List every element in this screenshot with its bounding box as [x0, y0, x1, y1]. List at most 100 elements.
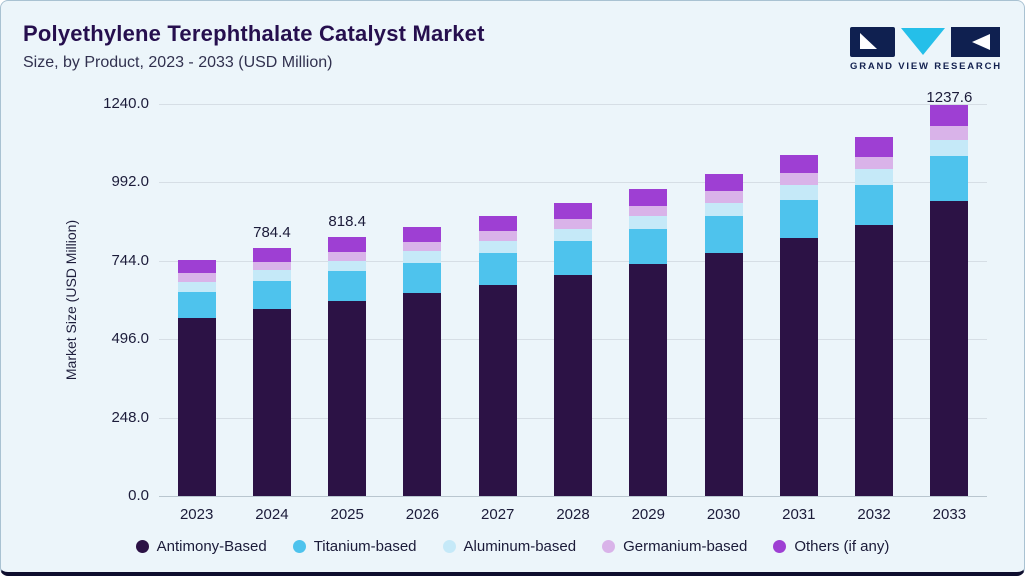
- legend-dot: [135, 540, 149, 553]
- bar-segment-germanium-based: [779, 173, 818, 186]
- bar-segment-others-if-any: [177, 260, 216, 274]
- y-axis-ticks: 0.0 248.0 496.0 744.0 992.0 1240.0: [1, 95, 149, 504]
- x-axis-label: 2031: [782, 506, 816, 523]
- bar-total-label: 1237.6: [926, 89, 973, 106]
- bar-segment-germanium-based: [554, 218, 592, 230]
- bar-segment-titanium-based: [930, 156, 969, 201]
- bar-segment-others-if-any: [554, 202, 592, 219]
- bar-segment-titanium-based: [177, 291, 216, 319]
- bar-segment-antimony-based: [554, 274, 592, 496]
- bar-segment-germanium-based: [328, 251, 367, 261]
- bar-segment-titanium-based: [779, 199, 818, 239]
- bar-segment-others-if-any: [328, 237, 367, 252]
- bar-segment-germanium-based: [629, 205, 668, 217]
- y-axis-tick-label: 496.0: [111, 330, 149, 348]
- bar-segment-titanium-based: [855, 184, 894, 226]
- bar-segment-aluminum-based: [554, 229, 592, 242]
- bar-segment-aluminum-based: [328, 260, 367, 272]
- bar-segment-aluminum-based: [403, 251, 442, 263]
- bar-segment-aluminum-based: [177, 281, 216, 292]
- bar-segment-antimony-based: [855, 225, 894, 496]
- bar-segment-others-if-any: [855, 137, 894, 157]
- bar-segment-antimony-based: [629, 264, 668, 496]
- legend: Antimony-Based Titanium-based Aluminum-bas…: [1, 538, 1024, 555]
- x-axis-label: 2028: [556, 506, 590, 523]
- bar-segment-germanium-based: [252, 261, 291, 271]
- bar-segment-others-if-any: [704, 173, 743, 192]
- bar-segment-aluminum-based: [478, 241, 517, 253]
- bar-segment-aluminum-based: [252, 270, 291, 281]
- y-axis-tick-label: 992.0: [111, 173, 149, 191]
- bar-segment-others-if-any: [252, 248, 291, 262]
- bar-segment-aluminum-based: [855, 169, 894, 185]
- legend-item-germanium-based: Germanium-based: [602, 538, 747, 555]
- bar-segment-germanium-based: [177, 273, 216, 282]
- bar-segment-titanium-based: [403, 262, 442, 294]
- y-axis-tick-label: 744.0: [111, 251, 149, 269]
- x-axis-label: 2029: [631, 506, 665, 523]
- bar-segment-antimony-based: [930, 200, 969, 496]
- x-axis-label: 2025: [330, 506, 364, 523]
- gridline: [159, 104, 987, 105]
- bar-total-label: 818.4: [328, 213, 366, 231]
- x-axis-label: 2023: [179, 506, 214, 523]
- x-axis-label: 2032: [857, 506, 891, 523]
- bar-segment-titanium-based: [629, 229, 668, 264]
- x-axis-label: 2026: [405, 506, 440, 523]
- bar-segment-germanium-based: [855, 156, 894, 170]
- bar-segment-others-if-any: [779, 154, 818, 174]
- grand-view-research-icon: [850, 27, 1000, 57]
- gridline: [159, 182, 987, 184]
- logo-text: GRAND VIEW RESEARCH: [850, 61, 1002, 72]
- legend-dot: [773, 540, 787, 553]
- bar-segment-aluminum-based: [629, 216, 668, 230]
- legend-dot: [602, 540, 616, 553]
- bar-segment-aluminum-based: [779, 185, 818, 200]
- bar-segment-antimony-based: [328, 300, 367, 496]
- bar-segment-titanium-based: [554, 241, 592, 275]
- bar-segment-others-if-any: [478, 215, 517, 232]
- grand-view-research-logo: GRAND VIEW RESEARCH: [850, 27, 1000, 72]
- bar-segment-germanium-based: [930, 126, 969, 140]
- legend-dot: [292, 540, 306, 553]
- x-axis-label: 2027: [481, 506, 515, 523]
- legend-item-titanium-based: Titanium-based: [292, 538, 417, 555]
- bar-segment-antimony-based: [704, 252, 743, 496]
- y-axis-tick-label: 248.0: [111, 408, 149, 426]
- bar-segment-titanium-based: [252, 280, 291, 309]
- bar-segment-titanium-based: [478, 252, 517, 285]
- legend-item-aluminum-based: Aluminum-based: [442, 538, 577, 555]
- legend-label: Others (if any): [794, 538, 890, 555]
- bar-segment-titanium-based: [328, 271, 367, 301]
- bar-segment-aluminum-based: [930, 139, 969, 157]
- plot-area: 784.4 818.4 1237.6: [159, 89, 987, 497]
- legend-label: Germanium-based: [623, 538, 748, 555]
- page-subtitle: Size, by Product, 2023 - 2033 (USD Milli…: [23, 54, 333, 71]
- legend-item-others-if-any: Others (if any): [773, 538, 889, 555]
- x-axis-label: 2024: [255, 506, 289, 523]
- bar-total-label: 784.4: [253, 224, 291, 242]
- chart-header: Polyethylene Terephthalate Catalyst Mark…: [23, 21, 485, 72]
- y-axis-tick-label: 0.0: [128, 487, 149, 504]
- bar-segment-antimony-based: [177, 318, 216, 496]
- bar-segment-others-if-any: [403, 227, 442, 243]
- bar-segment-others-if-any: [629, 188, 668, 206]
- x-axis-label: 2033: [932, 506, 967, 523]
- legend-dot: [442, 540, 456, 553]
- bar-segment-germanium-based: [704, 191, 743, 203]
- x-axis-labels: 2023 2024 2025 2026 2027 2028 2029 2030 2031 2032…: [159, 506, 987, 526]
- legend-label: Titanium-based: [313, 538, 417, 555]
- legend-label: Antimony-Based: [156, 538, 267, 555]
- legend-label: Aluminum-based: [463, 538, 577, 555]
- page-title: Polyethylene Terephthalate Catalyst Mark…: [23, 21, 485, 46]
- bar-segment-antimony-based: [403, 293, 442, 496]
- gridline: [159, 496, 987, 497]
- x-axis-label: 2030: [706, 506, 741, 523]
- bar-segment-aluminum-based: [704, 202, 743, 217]
- bar-segment-germanium-based: [478, 231, 517, 242]
- y-axis-tick-label: 1240.0: [103, 95, 149, 112]
- bar-segment-others-if-any: [930, 104, 969, 127]
- bar-segment-antimony-based: [478, 284, 517, 496]
- bar-segment-titanium-based: [704, 216, 743, 253]
- bar-segment-antimony-based: [252, 308, 291, 496]
